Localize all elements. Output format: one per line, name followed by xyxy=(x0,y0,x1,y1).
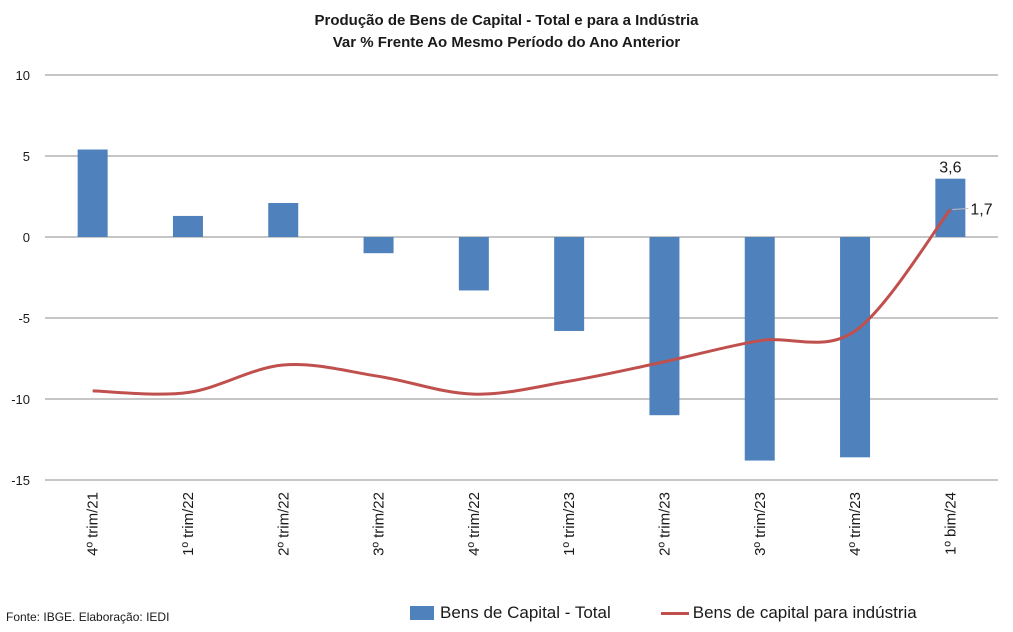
y-tick-label: 0 xyxy=(23,230,30,245)
y-tick-label: 10 xyxy=(16,68,30,83)
y-tick-label: -10 xyxy=(11,392,30,407)
bar xyxy=(268,202,299,237)
bar xyxy=(172,215,203,237)
y-tick-label: -15 xyxy=(11,473,30,488)
bar xyxy=(363,237,394,254)
bar xyxy=(554,237,585,331)
line-series xyxy=(92,208,952,396)
x-tick-label: 3º trim/22 xyxy=(371,492,388,556)
bar xyxy=(935,178,966,237)
x-tick-label: 4º trim/21 xyxy=(85,492,102,556)
x-tick-label: 3º trim/23 xyxy=(752,492,769,556)
x-tick-label: 1º trim/23 xyxy=(561,492,578,556)
y-tick-label: 5 xyxy=(23,149,30,164)
bar xyxy=(744,237,775,461)
subtitle-line: Var % Frente Ao Mesmo Período do Ano Ant… xyxy=(332,34,681,51)
x-tick-label: 4º trim/22 xyxy=(466,492,483,556)
y-tick-label: -5 xyxy=(18,311,30,326)
legend-bar-label: Bens de Capital - Total xyxy=(440,603,611,622)
legend-line-label: Bens de capital para indústria xyxy=(692,603,917,622)
title-line: Produção de Bens de Capital - Total e pa… xyxy=(314,12,699,29)
bar xyxy=(458,237,489,291)
legend: Bens de Capital - Total Bens de capital … xyxy=(410,603,917,623)
source-note: Fonte: IBGE. Elaboração: IEDI xyxy=(6,610,170,624)
chart-title: Produção de Bens de Capital - Total e pa… xyxy=(0,10,1013,54)
legend-line-swatch xyxy=(660,611,689,615)
legend-bar-swatch xyxy=(410,606,434,620)
bar-data-label: 3,6 xyxy=(939,160,961,177)
line-label-leader xyxy=(952,207,969,210)
x-tick-label: 1º trim/22 xyxy=(180,492,197,556)
x-tick-label: 2º trim/22 xyxy=(275,492,292,556)
x-tick-label: 2º trim/23 xyxy=(656,492,673,556)
x-tick-label: 1º bim/24 xyxy=(942,492,959,555)
bar xyxy=(840,237,871,458)
bar xyxy=(77,149,108,237)
line-data-label: 1,7 xyxy=(970,201,992,218)
x-tick-label: 4º trim/23 xyxy=(847,492,864,556)
bar xyxy=(649,237,680,416)
